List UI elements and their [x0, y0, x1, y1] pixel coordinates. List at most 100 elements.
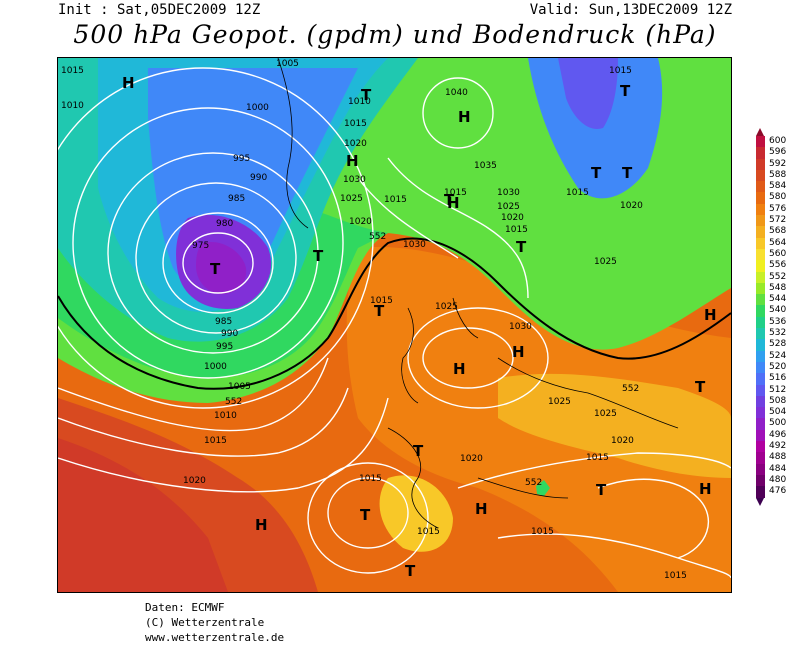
- pressure-label: 1030: [509, 322, 532, 332]
- legend-swatch: [756, 429, 765, 442]
- pressure-label: 1020: [611, 436, 634, 446]
- pressure-label: 990: [250, 173, 267, 183]
- pressure-label: 995: [216, 342, 233, 352]
- pressure-label: 975: [192, 241, 209, 251]
- legend-swatch: [756, 147, 765, 159]
- pressure-label: 1025: [548, 397, 571, 407]
- legend-row: 512: [753, 384, 790, 396]
- pressure-label: 552: [622, 384, 639, 394]
- high-marker: H: [699, 480, 712, 498]
- legend-swatch: [756, 418, 765, 430]
- legend-row: 560: [753, 248, 790, 261]
- high-marker: H: [122, 74, 135, 92]
- legend-row: 576: [753, 203, 790, 216]
- geopotential-field-deep-violet: [196, 242, 247, 295]
- pressure-label: 1020: [344, 139, 367, 149]
- high-marker: H: [458, 108, 471, 126]
- contour-552: [58, 237, 731, 390]
- pressure-label: 1020: [620, 201, 643, 211]
- legend-row: 476: [753, 486, 790, 498]
- pressure-label: 1015: [384, 195, 407, 205]
- legend-swatch: [756, 282, 765, 295]
- legend-value: 596: [769, 147, 787, 158]
- high-marker: H: [512, 343, 525, 361]
- legend-row: 596: [753, 147, 790, 159]
- legend-value: 540: [769, 305, 787, 316]
- geopotential-field-yellow: [498, 373, 731, 478]
- pressure-labels: 1005 1000 995 990 985 980 975 1010 1015 …: [61, 59, 687, 581]
- legend-rows: 600 596 592 588 584 580 576 572 568 564 560 556 552 5…: [753, 136, 790, 498]
- pressure-label: 985: [228, 194, 245, 204]
- data-source: Daten: ECMWF: [145, 601, 225, 614]
- legend-value: 552: [769, 271, 787, 282]
- legend-swatch: [756, 169, 765, 182]
- legend-value: 476: [769, 486, 787, 497]
- legend-swatch: [756, 203, 765, 216]
- legend-row: 600: [753, 136, 790, 148]
- legend-value: 568: [769, 226, 787, 237]
- pressure-label: 1010: [214, 411, 237, 421]
- high-marker: H: [704, 306, 717, 324]
- legend-value: 536: [769, 316, 787, 327]
- legend-value: 532: [769, 328, 787, 339]
- legend-swatch: [756, 486, 765, 498]
- legend-up-arrow-icon: [756, 128, 764, 136]
- legend-value: 560: [769, 248, 787, 259]
- pressure-label: 1025: [594, 409, 617, 419]
- legend-row: 508: [753, 395, 790, 408]
- pressure-label: 1000: [204, 362, 227, 372]
- legend-swatch: [756, 136, 765, 148]
- pressure-label: 1040: [445, 88, 468, 98]
- pressure-label: 1015: [444, 188, 467, 198]
- legend-swatch: [756, 350, 765, 362]
- legend-row: 588: [753, 169, 790, 182]
- color-legend: 600 596 592 588 584 580 576 572 568 564 560 556 552 5…: [753, 128, 790, 506]
- legend-value: 548: [769, 282, 787, 293]
- pressure-label: 552: [369, 232, 386, 242]
- legend-value: 480: [769, 474, 787, 485]
- legend-row: 500: [753, 418, 790, 430]
- pressure-label: 1015: [344, 119, 367, 129]
- legend-swatch: [756, 474, 765, 487]
- low-marker: T: [596, 481, 607, 499]
- init-time: Init : Sat,05DEC2009 12Z: [58, 2, 261, 18]
- legend-value: 484: [769, 463, 787, 474]
- legend-row: 556: [753, 260, 790, 272]
- pressure-label: 1025: [435, 302, 458, 312]
- legend-swatch: [756, 215, 765, 227]
- pressure-label: 1015: [586, 453, 609, 463]
- legend-swatch: [756, 248, 765, 261]
- legend-value: 516: [769, 373, 787, 384]
- legend-row: 524: [753, 350, 790, 362]
- legend-row: 592: [753, 158, 790, 170]
- legend-swatch: [756, 339, 765, 351]
- legend-value: 580: [769, 192, 787, 203]
- legend-row: 564: [753, 237, 790, 249]
- legend-swatch: [756, 260, 765, 272]
- legend-value: 512: [769, 384, 787, 395]
- high-marker: H: [346, 152, 359, 170]
- legend-value: 488: [769, 452, 787, 463]
- website-link[interactable]: www.wetterzentrale.de: [145, 631, 285, 644]
- pressure-label: 980: [216, 219, 233, 229]
- pressure-label: 1020: [349, 217, 372, 227]
- pressure-label: 1015: [61, 66, 84, 76]
- legend-row: 552: [753, 271, 790, 283]
- legend-swatch: [756, 316, 765, 329]
- legend-swatch: [756, 384, 765, 396]
- legend-value: 592: [769, 158, 787, 169]
- legend-value: 496: [769, 429, 787, 440]
- pressure-label: 1030: [343, 175, 366, 185]
- legend-row: 572: [753, 215, 790, 227]
- legend-value: 500: [769, 418, 787, 429]
- legend-row: 584: [753, 181, 790, 193]
- legend-swatch: [756, 328, 765, 340]
- pressure-label: 1030: [497, 188, 520, 198]
- legend-row: 544: [753, 294, 790, 306]
- high-marker: H: [453, 360, 466, 378]
- legend-row: 488: [753, 452, 790, 464]
- pressure-label: 1015: [531, 527, 554, 537]
- geopotential-field-ne-trough-core: [558, 58, 618, 129]
- legend-value: 504: [769, 407, 787, 418]
- legend-swatch: [756, 237, 765, 249]
